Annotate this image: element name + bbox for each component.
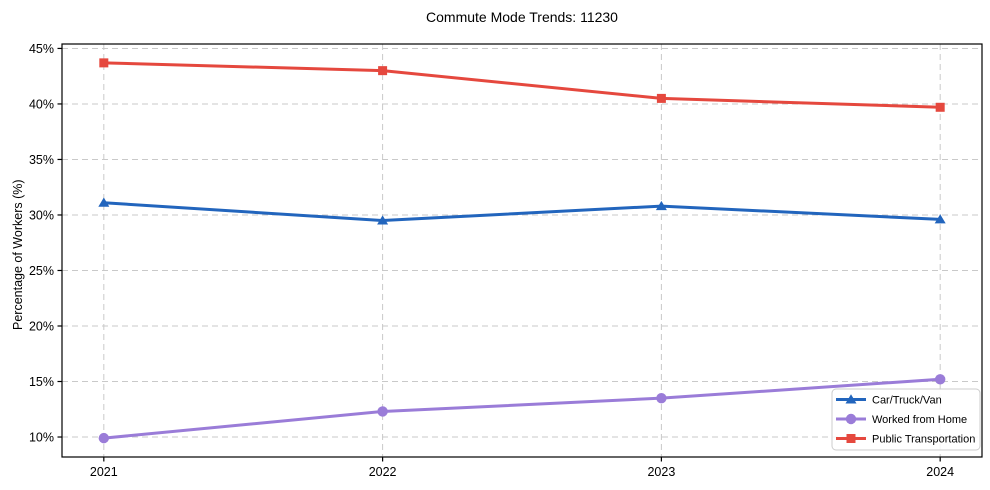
x-tick-label: 2024 bbox=[926, 465, 954, 479]
marker-car-truck-van bbox=[98, 197, 110, 207]
y-tick-label: 15% bbox=[29, 375, 54, 389]
marker-car-truck-van bbox=[934, 214, 946, 224]
legend-box bbox=[831, 388, 981, 451]
x-tick-label: 2021 bbox=[90, 465, 118, 479]
y-tick-label: 35% bbox=[29, 153, 54, 167]
legend-marker-circle bbox=[845, 413, 857, 425]
legend: Car/Truck/Van Worked from Home Public Tran… bbox=[831, 388, 981, 451]
chart-title: Commute Mode Trends: 11230 bbox=[426, 9, 618, 25]
y-tick-label: 40% bbox=[29, 97, 54, 111]
series-line-public-transportation bbox=[102, 61, 942, 109]
series-line-car-truck-van bbox=[102, 201, 942, 223]
marker-public-transportation bbox=[378, 66, 388, 76]
series-line-worked-from-home bbox=[102, 377, 942, 440]
marker-car-truck-van bbox=[377, 215, 389, 225]
legend-marker-square bbox=[846, 434, 856, 443]
marker-worked-from-home bbox=[934, 374, 946, 385]
legend-label: Car/Truck/Van bbox=[872, 395, 942, 407]
marker-worked-from-home bbox=[98, 432, 110, 444]
legend-item-car-truck-van: Car/Truck/Van bbox=[836, 394, 942, 407]
marker-worked-from-home bbox=[656, 392, 667, 404]
marker-worked-from-home bbox=[377, 406, 388, 417]
series-car-truck-van bbox=[98, 197, 946, 225]
series-worked-from-home bbox=[98, 374, 946, 444]
marker-public-transportation bbox=[935, 102, 945, 112]
y-tick-label: 25% bbox=[29, 264, 54, 278]
legend-item-public-transportation: Public Transportation bbox=[836, 434, 975, 446]
y-tick-label: 45% bbox=[29, 42, 54, 56]
x-tick-label: 2022 bbox=[369, 465, 397, 479]
axes-frame bbox=[61, 43, 983, 458]
y-tick-label: 20% bbox=[29, 319, 54, 333]
x-tick-label: 2023 bbox=[647, 465, 675, 479]
y-tick-label: 10% bbox=[29, 431, 54, 445]
marker-public-transportation bbox=[656, 93, 666, 103]
y-tick-label: 30% bbox=[29, 208, 54, 222]
legend-marker-triangle-up bbox=[845, 394, 857, 404]
y-axis-label: Percentage of Workers (%) bbox=[11, 179, 25, 330]
legend-label: Worked from Home bbox=[872, 414, 967, 426]
legend-label: Public Transportation bbox=[872, 434, 975, 446]
marker-car-truck-van bbox=[655, 200, 667, 211]
legend-item-worked-from-home: Worked from Home bbox=[836, 413, 967, 426]
marker-public-transportation bbox=[99, 58, 109, 68]
series-public-transportation bbox=[99, 58, 945, 112]
